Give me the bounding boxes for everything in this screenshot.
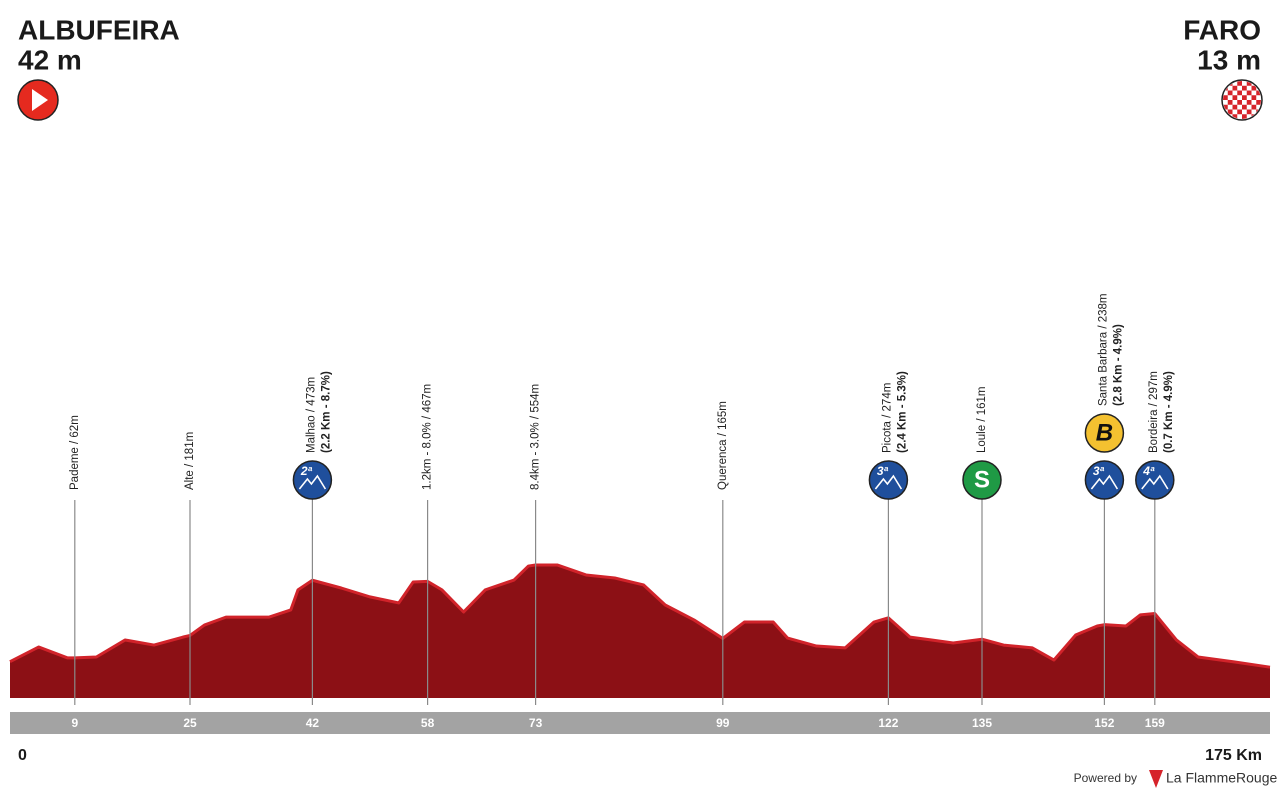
km-tick-label: 122 (878, 716, 898, 730)
marker-detail: (2.4 Km - 5.3%) (896, 371, 908, 453)
flag-square (1237, 81, 1242, 86)
badge-text: S (974, 466, 990, 493)
flag-square (1251, 104, 1257, 110)
badge-circle (1135, 460, 1175, 500)
marker-label: 1.2km - 8.0% / 467m (422, 384, 434, 490)
flag-square (1256, 81, 1261, 86)
badge: 4ª (1135, 460, 1175, 500)
badge-circle (1084, 460, 1125, 500)
finish-elevation: 13 m (1197, 44, 1261, 75)
powered-by: Powered by (1074, 771, 1137, 785)
flag-square (1223, 114, 1228, 119)
marker-label: 8.4km - 3.0% / 554m (530, 384, 542, 490)
badge-mountain (298, 474, 327, 490)
flag-square (1232, 95, 1238, 100)
flag-square (1237, 100, 1242, 105)
km-tick-label: 99 (716, 716, 730, 730)
flag-square (1256, 100, 1261, 105)
badge-text: 3ª (1093, 464, 1105, 478)
badge: 2ª (292, 460, 333, 500)
marker-label: Querenca / 165m (717, 401, 729, 490)
start-name: ALBUFEIRA (18, 14, 180, 45)
badge-text: 3ª (877, 464, 889, 478)
flag-square (1227, 100, 1233, 105)
flag-square (1227, 90, 1233, 96)
km-tick-label: 42 (306, 716, 320, 730)
km-bar (10, 712, 1270, 734)
footer: Powered by La FlammeRouge (1074, 770, 1277, 788)
flag-square (1251, 95, 1257, 100)
marker-detail: (0.7 Km - 4.9%) (1163, 371, 1175, 453)
badge-text: 4ª (1142, 464, 1155, 478)
badge-text: 2ª (300, 464, 313, 478)
badge-circle (292, 460, 333, 500)
km-tick-label: 9 (71, 716, 78, 730)
km-tick-label: 73 (529, 716, 543, 730)
flag-ring (1221, 79, 1263, 121)
marker-label: Santa Barbara / 238m (1097, 293, 1109, 406)
flag-square (1246, 109, 1252, 115)
badge-mountain (1141, 474, 1169, 490)
badge: B (1084, 413, 1125, 453)
marker-label: Pademe / 62m (69, 415, 81, 490)
badge: S (962, 460, 1002, 500)
marker-detail: (2.2 Km - 8.7%) (320, 371, 332, 453)
km-tick-label: 58 (421, 716, 435, 730)
flag-square (1232, 114, 1238, 119)
marker-label: Loule / 161m (976, 387, 988, 454)
km-tick-label: 25 (183, 716, 197, 730)
flag-square (1232, 85, 1238, 91)
flag-square (1232, 104, 1238, 110)
badge: 3ª (868, 460, 909, 500)
km-start: 0 (18, 747, 27, 764)
badge-circle (1084, 413, 1125, 453)
brand-logo (1149, 770, 1163, 788)
flag-square (1242, 85, 1247, 91)
marker-label: Malhao / 473m (305, 377, 317, 453)
flag-square (1237, 109, 1242, 115)
start-elevation: 42 m (18, 44, 82, 75)
badge: 3ª (1084, 460, 1125, 500)
km-end: 175 Km (1205, 747, 1262, 764)
elevation-edge (9, 563, 1271, 669)
start-icon (17, 79, 59, 121)
flag-square (1256, 90, 1261, 96)
flag-square (1223, 104, 1228, 110)
finish-name: FARO (1183, 14, 1261, 45)
finish-icon (1221, 79, 1263, 121)
km-tick-label: 159 (1145, 716, 1165, 730)
badge-mountain (874, 474, 903, 490)
flag-square (1242, 104, 1247, 110)
flag-square (1227, 109, 1233, 115)
km-tick-label: 152 (1094, 716, 1114, 730)
badge-circle (868, 460, 909, 500)
brand: La FlammeRouge (1166, 770, 1277, 786)
flag-square (1237, 90, 1242, 96)
flag-square (1242, 95, 1247, 100)
flag-square (1246, 100, 1252, 105)
badge-text: B (1096, 419, 1113, 446)
flag-square (1251, 85, 1257, 91)
flag-square (1246, 81, 1252, 86)
marker-label: Alte / 181m (184, 432, 196, 490)
badge-mountain (1090, 474, 1119, 490)
elevation-area (10, 564, 1270, 698)
badge-circle (962, 460, 1002, 500)
marker-detail: (2.8 Km - 4.9%) (1112, 324, 1124, 406)
marker-label: Bordeira / 297m (1148, 371, 1160, 453)
flag-square (1242, 114, 1247, 119)
marker-label: Picota / 274m (881, 383, 893, 453)
km-tick-label: 135 (972, 716, 992, 730)
flag-square (1223, 95, 1228, 100)
flag-square (1246, 90, 1252, 96)
